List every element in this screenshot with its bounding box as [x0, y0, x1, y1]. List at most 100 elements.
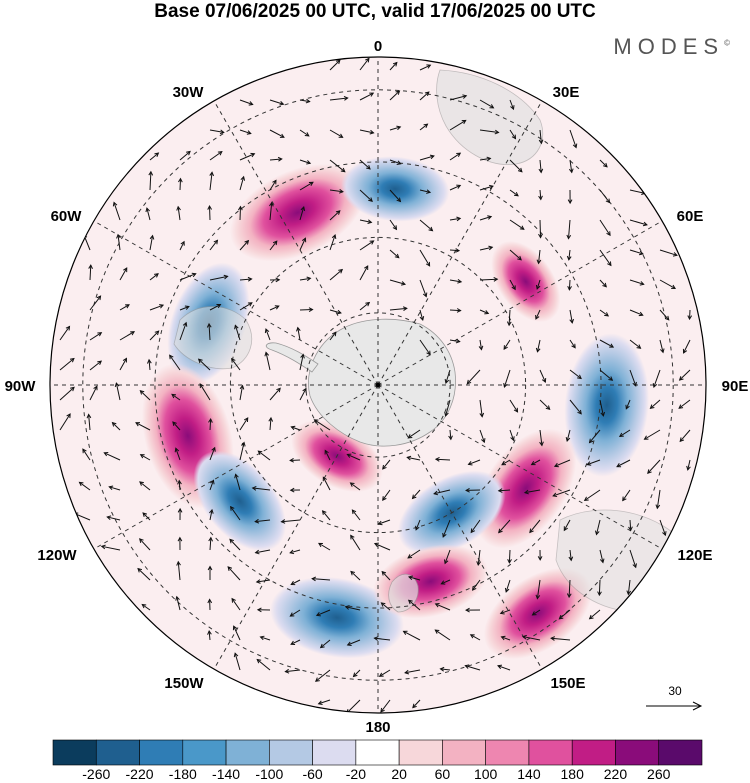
wind-vector — [149, 304, 164, 311]
wind-vector — [234, 325, 241, 341]
wind-vector-head — [184, 305, 190, 310]
wind-vector-head — [434, 629, 440, 634]
wind-vector-head — [254, 518, 260, 524]
meridian-line — [93, 384, 379, 550]
wind-vector-head — [180, 240, 185, 246]
wind-vector-head — [493, 276, 499, 282]
wind-vector — [199, 383, 211, 401]
wind-vector-head — [501, 461, 507, 466]
wind-vector — [599, 189, 610, 203]
colorbar-swatch — [398, 739, 443, 766]
wind-vector-head — [628, 526, 633, 532]
wind-vector — [419, 189, 431, 193]
wind-vector — [299, 206, 305, 221]
wind-vector — [536, 279, 541, 290]
wind-vector-head — [424, 91, 430, 97]
wind-vector — [382, 459, 391, 470]
wind-vector-head — [289, 612, 295, 617]
wind-vector — [209, 151, 223, 161]
wind-vector-head — [486, 156, 492, 162]
colorbar-tick-label: -180 — [168, 766, 197, 782]
wind-vector-head — [535, 314, 540, 320]
wind-vector — [449, 217, 461, 221]
wind-vector — [208, 323, 211, 341]
wind-vector — [531, 459, 541, 466]
wind-vector-head — [481, 438, 486, 444]
wind-vector-head — [662, 531, 667, 537]
wind-vector — [505, 579, 511, 593]
wind-vector-head — [274, 305, 280, 310]
wind-vector — [509, 429, 515, 441]
africa-land — [436, 69, 544, 165]
wind-vector — [538, 249, 541, 264]
lon-label-150w: 150W — [164, 675, 204, 692]
wind-vector — [299, 388, 307, 401]
wind-vector — [312, 578, 331, 581]
wind-vector-head — [426, 189, 432, 194]
wind-vector — [59, 326, 70, 341]
wind-vector — [501, 636, 511, 641]
wind-vector — [569, 129, 577, 148]
wind-vector-head — [231, 597, 236, 603]
wind-vector-head — [141, 603, 147, 609]
wind-vector — [419, 309, 424, 321]
wind-vector — [405, 669, 421, 674]
wind-vector — [239, 385, 244, 401]
wind-vector-head — [112, 201, 118, 207]
wind-vector — [419, 123, 428, 131]
colorbar-swatch — [355, 739, 400, 766]
wind-vector — [329, 159, 346, 173]
wind-vector-head — [655, 504, 661, 510]
wind-vector-head — [456, 184, 462, 189]
lon-label-60e: 60E — [677, 208, 704, 225]
wind-vector-head — [234, 473, 239, 479]
wind-vector-head — [434, 603, 440, 608]
wind-vector-head — [536, 259, 542, 265]
wind-vector-head — [632, 563, 637, 569]
wind-vector — [209, 447, 216, 461]
wind-vector-head — [440, 580, 446, 585]
anomaly-blob — [270, 576, 404, 659]
wind-vector — [318, 699, 331, 705]
wind-vector — [444, 549, 451, 564]
wind-vector-head — [366, 165, 371, 170]
wind-vector-head — [682, 348, 688, 354]
wind-vector — [107, 516, 121, 521]
wind-vector-head — [407, 575, 414, 581]
wind-vector-head — [519, 225, 525, 230]
wind-vector — [551, 637, 571, 641]
wind-vector-head — [350, 570, 355, 576]
wind-vector — [82, 448, 91, 461]
wind-vector-head — [523, 489, 529, 495]
wind-vector-head — [514, 191, 519, 197]
wind-vector — [140, 454, 151, 461]
wind-vector-head — [311, 576, 317, 582]
wind-vector — [563, 519, 571, 531]
wind-vector — [256, 659, 271, 671]
wind-vector — [619, 429, 631, 437]
wind-vector-head — [433, 490, 439, 496]
wind-vector — [644, 429, 661, 440]
wind-vector — [479, 99, 494, 109]
wind-vector-head — [257, 450, 263, 455]
wind-vector-head — [335, 210, 341, 215]
wind-vector — [380, 699, 391, 713]
lon-label-90e: 90E — [722, 378, 749, 395]
wind-vector-head — [174, 447, 180, 453]
wind-vector — [539, 399, 551, 410]
wind-vector — [599, 369, 613, 381]
colorbar-swatch — [269, 739, 313, 766]
lon-label-60w: 60W — [51, 208, 83, 225]
wind-vector — [498, 519, 511, 533]
wind-vector-head — [97, 332, 103, 337]
wind-vector — [479, 185, 494, 191]
wind-vector-head — [444, 378, 450, 384]
wind-vector-head — [497, 488, 503, 493]
wind-vector-head — [290, 425, 296, 431]
wind-vector — [179, 273, 196, 281]
wind-vector — [231, 598, 241, 611]
wind-vector — [374, 637, 391, 641]
wind-vector — [599, 549, 604, 563]
wind-vector-head — [322, 476, 327, 482]
wind-vector-head — [247, 302, 253, 307]
